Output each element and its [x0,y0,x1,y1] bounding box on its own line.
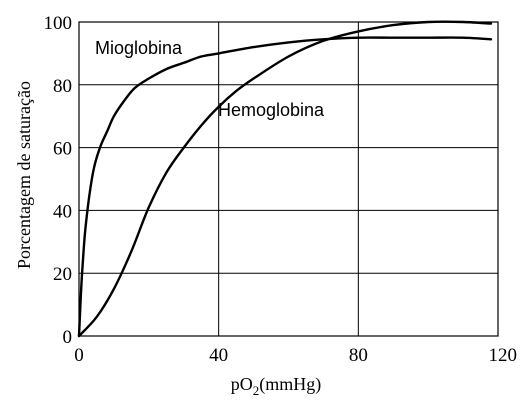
y-tick-label: 80 [53,76,72,97]
plot-frame [78,21,499,337]
series-label-hemoglobina: Hemoglobina [218,100,325,120]
series-label-mioglobina: Mioglobina [95,38,183,58]
chart-grid [79,22,498,336]
y-tick-label: 100 [44,13,73,34]
y-tick-label: 0 [63,327,73,348]
series-line-mioglobina [77,36,493,338]
y-tick-labels: 0 20 40 60 80 100 [44,13,73,348]
y-tick-label: 60 [53,139,72,160]
x-axis-title-main: pO [231,374,253,394]
x-axis-title-subscript: 2 [253,383,260,398]
x-tick-label: 120 [489,345,518,366]
series-line-hemoglobina [77,20,493,338]
y-axis-title: Porcentagem de saturação [14,81,34,269]
series-curves [77,20,493,338]
x-tick-label: 40 [209,345,228,366]
y-tick-label: 40 [53,201,72,222]
series-labels: Mioglobina Hemoglobina [95,38,325,120]
x-tick-label: 0 [74,345,84,366]
x-axis-title-unit: (mmHg) [259,374,321,395]
x-tick-label: 80 [349,345,368,366]
x-tick-labels: 0 40 80 120 [74,345,517,366]
y-tick-label: 20 [53,264,72,285]
x-axis-title: pO2(mmHg) [231,374,322,398]
